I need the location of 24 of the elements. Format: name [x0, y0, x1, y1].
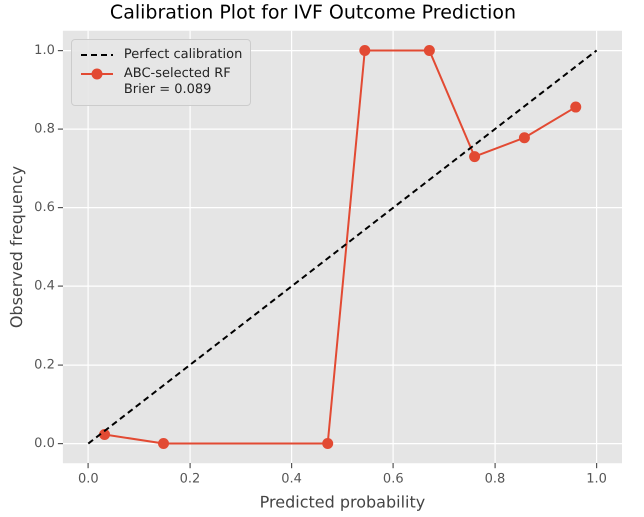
legend-label: Perfect calibration: [124, 46, 242, 63]
y-tick-label: 1.0: [34, 42, 55, 58]
x-tick-label: 0.2: [180, 471, 200, 486]
point: [424, 44, 435, 56]
point: [158, 438, 170, 450]
x-tick-label: 0.0: [78, 471, 99, 486]
y-tick-label: 0.8: [34, 121, 55, 136]
point: [322, 438, 334, 450]
point: [359, 44, 370, 56]
point: [570, 102, 582, 113]
y-tick-label: 0.0: [34, 436, 55, 451]
point: [469, 151, 480, 162]
y-tick-label: 0.4: [34, 278, 55, 294]
y-tick-label: 0.2: [34, 357, 55, 372]
chart-title: Calibration Plot for IVF Outcome Prediction: [110, 1, 516, 24]
x-tick-label: 0.8: [484, 471, 506, 486]
x-tick-label: 1.0: [586, 471, 607, 486]
y-tick-label: 0.6: [34, 200, 55, 216]
x-axis-title: Predicted probability: [260, 492, 426, 512]
point: [518, 132, 530, 144]
y-axis-title: Observed frequency: [6, 166, 26, 328]
x-tick-label: 0.6: [382, 471, 404, 486]
legend-label: ABC-selected RF Brier = 0.089: [124, 66, 231, 98]
x-tick-label: 0.4: [281, 471, 302, 486]
